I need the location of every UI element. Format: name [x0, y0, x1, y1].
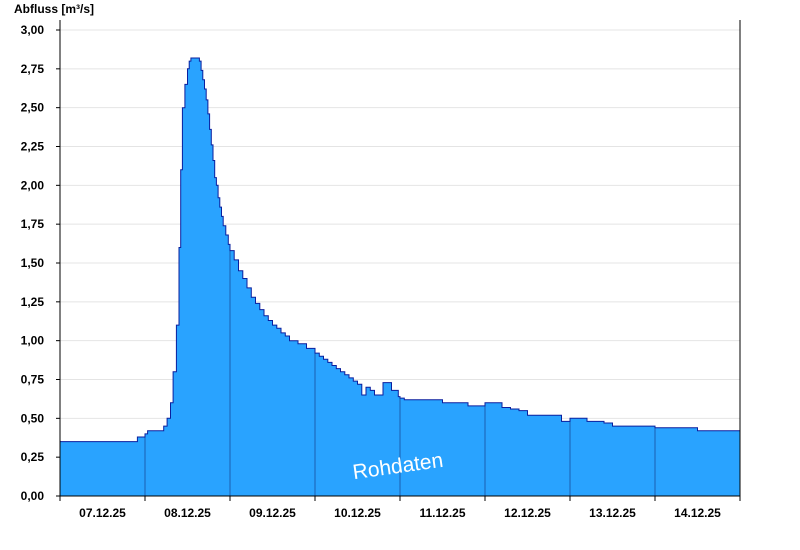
x-tick-label: 07.12.25	[79, 506, 126, 520]
y-tick-label: 2,00	[21, 178, 45, 192]
x-tick-label: 12.12.25	[504, 506, 551, 520]
y-tick-label: 1,25	[21, 295, 45, 309]
day-divider-lines	[144, 250, 656, 496]
y-tick-label: 2,75	[21, 62, 45, 76]
y-axis-label: Abfluss [m³/s]	[14, 2, 94, 16]
y-tick-label: 0,75	[21, 373, 45, 387]
y-tick-label: 0,00	[21, 489, 45, 503]
y-ticks: 0,00 0,25 0,50 0,75 1,00 1,25 1,50 1,75 2,00 2,25…	[21, 23, 60, 503]
x-ticks: 07.12.25 08.12.25 09.12.25 10.12.25 11.12.25…	[59, 496, 741, 520]
y-tick-label: 2,25	[21, 140, 45, 154]
x-tick-label: 10.12.25	[334, 506, 381, 520]
grid-lines	[60, 29, 740, 458]
y-tick-label: 1,00	[21, 334, 45, 348]
x-tick-label: 13.12.25	[589, 506, 636, 520]
y-tick-label: 1,50	[21, 256, 45, 270]
x-tick-label: 09.12.25	[249, 506, 296, 520]
y-tick-label: 0,25	[21, 450, 45, 464]
x-tick-label: 14.12.25	[674, 506, 721, 520]
y-tick-label: 3,00	[21, 23, 45, 37]
y-tick-label: 2,50	[21, 101, 45, 115]
y-tick-label: 0,50	[21, 411, 45, 425]
x-tick-label: 11.12.25	[419, 506, 465, 520]
discharge-line	[60, 57, 740, 443]
y-tick-label: 1,75	[21, 217, 45, 231]
x-tick-label: 08.12.25	[164, 506, 211, 520]
